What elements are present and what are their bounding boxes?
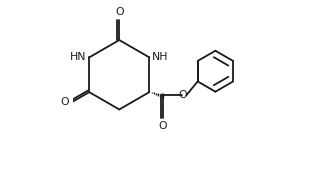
- Text: O: O: [179, 90, 187, 100]
- Text: O: O: [158, 121, 167, 130]
- Text: O: O: [115, 7, 123, 17]
- Text: O: O: [60, 97, 69, 107]
- Text: NH: NH: [152, 52, 168, 62]
- Text: HN: HN: [70, 52, 87, 62]
